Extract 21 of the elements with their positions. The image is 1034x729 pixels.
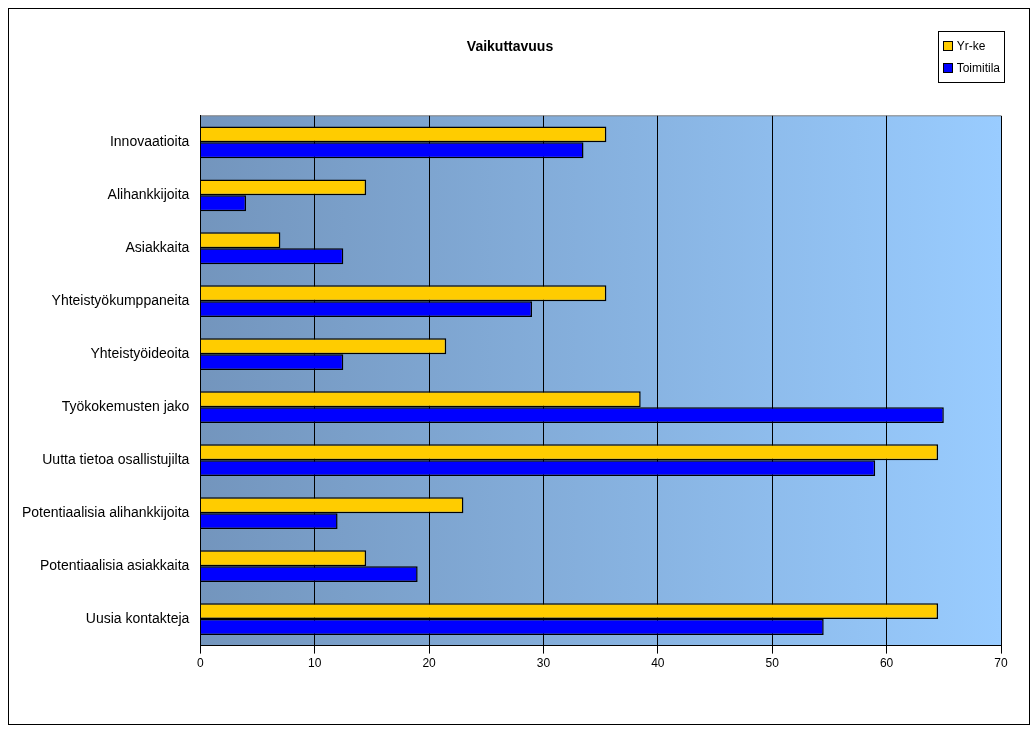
y-tick-label: Alihankkijoita [107,186,190,203]
x-tick-label: 10 [308,656,322,671]
y-tick-label: Potentiaalisia asiakkaita [39,556,190,573]
y-tick-label: Työkokemusten jako [61,398,190,415]
text: Yr-ke [956,39,986,53]
chart-title: Vaikuttavuus [466,38,554,55]
y-tick-label: Yhteistyöideoita [90,345,190,362]
x-tick-label: 50 [765,656,780,671]
y-tick-label: Uutta tietoa osallistujilta [42,451,190,468]
y-tick-label: Innovaatioita [109,133,190,150]
x-tick-label: 40 [651,656,665,671]
x-tick-label: 70 [994,656,1008,671]
y-tick-label: Yhteistyökumppaneita [51,292,190,309]
x-tick-label: 0 [196,656,204,671]
y-tick-label: Asiakkaita [125,239,190,256]
x-tick-label: 60 [879,656,894,671]
legend-label: Toimitila [956,61,1000,75]
y-tick-label: Potentiaalisia alihankkijoita [22,504,190,521]
x-tick-label: 20 [422,656,437,671]
x-tick-label: 30 [536,656,551,671]
y-tick-label: Uusia kontakteja [85,609,190,626]
